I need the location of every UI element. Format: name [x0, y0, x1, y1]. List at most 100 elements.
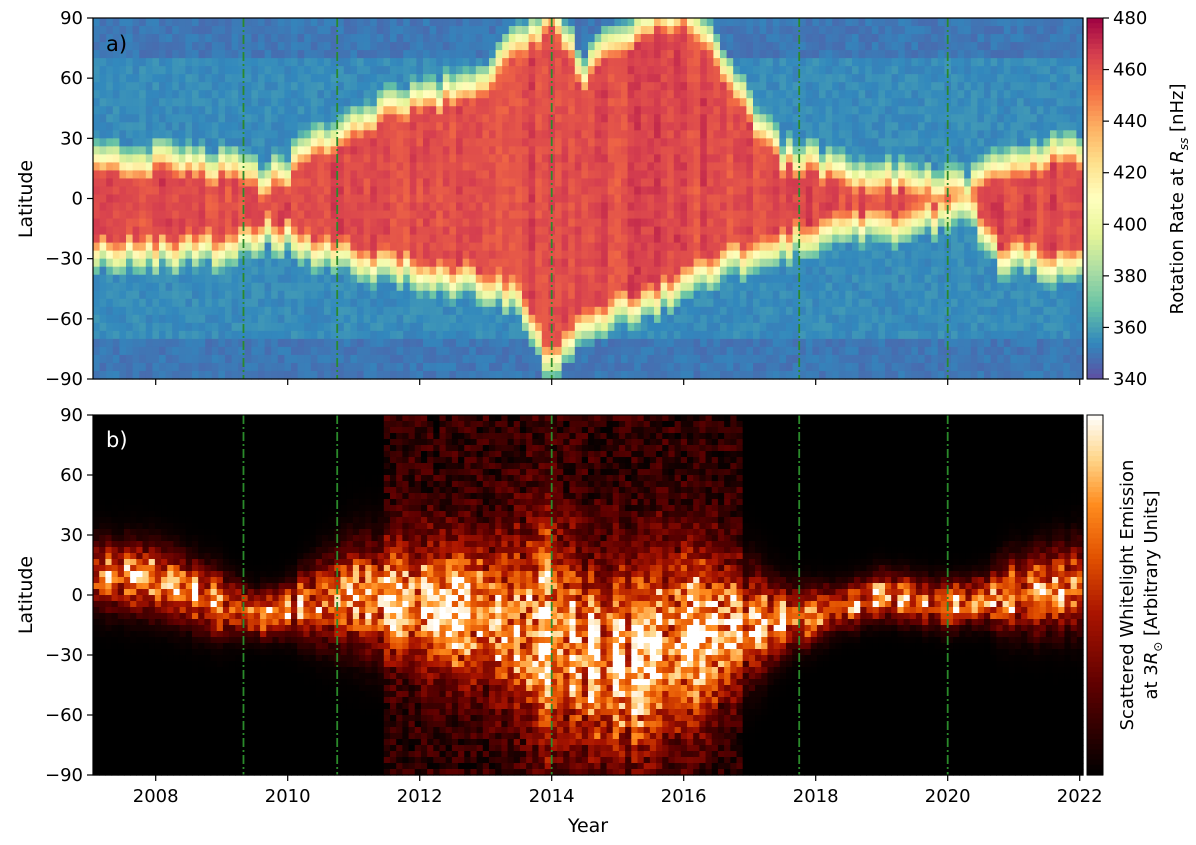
- heatmap-cell: [251, 194, 259, 204]
- heatmap-cell: [159, 242, 167, 252]
- heatmap-cell: [271, 42, 279, 51]
- heatmap-cell: [304, 122, 312, 131]
- heatmap-cell: [588, 66, 596, 75]
- heatmap-cell: [522, 258, 530, 268]
- heatmap-cell: [112, 234, 120, 244]
- heatmap-cell: [508, 362, 516, 372]
- heatmap-cell: [640, 306, 648, 316]
- heatmap-cell: [621, 282, 629, 292]
- heatmap-cell: [119, 314, 127, 324]
- heatmap-cell: [291, 306, 299, 316]
- heatmap-cell: [700, 26, 708, 35]
- heatmap-cell: [700, 202, 708, 212]
- heatmap-cell: [522, 170, 530, 180]
- heatmap-cell: [337, 194, 345, 204]
- heatmap-cell: [277, 362, 285, 372]
- heatmap-cell: [416, 186, 424, 196]
- heatmap-cell: [409, 74, 417, 83]
- heatmap-cell: [264, 34, 272, 43]
- heatmap-cell: [739, 282, 747, 292]
- heatmap-cell: [574, 106, 582, 115]
- heatmap-cell: [317, 82, 325, 91]
- heatmap-cell: [403, 66, 411, 75]
- heatmap-cell: [198, 170, 206, 180]
- heatmap-cell: [667, 66, 675, 75]
- heatmap-cell: [330, 170, 338, 180]
- heatmap-cell: [720, 314, 728, 324]
- heatmap-cell: [297, 194, 305, 204]
- heatmap-cell: [423, 306, 431, 316]
- heatmap-cell: [357, 26, 365, 35]
- heatmap-cell: [139, 74, 147, 83]
- heatmap-cell: [192, 338, 200, 348]
- heatmap-cell: [429, 370, 437, 380]
- heatmap-cell: [297, 290, 305, 300]
- heatmap-cell: [343, 42, 351, 51]
- heatmap-cell: [647, 346, 655, 356]
- heatmap-cell: [482, 122, 490, 131]
- heatmap-cell: [739, 106, 747, 115]
- heatmap-cell: [759, 130, 767, 139]
- heatmap-cell: [251, 18, 259, 27]
- heatmap-cell: [772, 298, 780, 308]
- heatmap-cell: [376, 202, 384, 212]
- heatmap-cell: [277, 354, 285, 364]
- heatmap-cell: [106, 226, 114, 236]
- heatmap-cell: [746, 162, 754, 172]
- heatmap-cell: [706, 82, 714, 91]
- heatmap-cell: [475, 122, 483, 131]
- heatmap-cell: [614, 122, 622, 131]
- heatmap-cell: [568, 114, 576, 123]
- heatmap-cell: [581, 290, 589, 300]
- heatmap-cell: [291, 138, 299, 147]
- heatmap-cell: [792, 194, 800, 204]
- heatmap-cell: [383, 106, 391, 115]
- heatmap-cell: [449, 58, 457, 67]
- heatmap-cell: [786, 234, 794, 244]
- heatmap-cell: [799, 370, 807, 380]
- heatmap-cell: [574, 42, 582, 51]
- heatmap-cell: [561, 170, 569, 180]
- heatmap-cell: [667, 250, 675, 260]
- heatmap-cell: [152, 314, 160, 324]
- heatmap-cell: [687, 186, 695, 196]
- heatmap-cell: [772, 74, 780, 83]
- heatmap-cell: [502, 354, 510, 364]
- heatmap-cell: [786, 202, 794, 212]
- heatmap-cell: [291, 106, 299, 115]
- heatmap-cell: [343, 210, 351, 220]
- heatmap-cell: [350, 210, 358, 220]
- heatmap-cell: [442, 202, 450, 212]
- heatmap-cell: [376, 170, 384, 180]
- heatmap-cell: [112, 162, 120, 172]
- heatmap-cell: [786, 338, 794, 348]
- heatmap-cell: [409, 226, 417, 236]
- heatmap-cell: [291, 42, 299, 51]
- heatmap-cell: [634, 274, 642, 284]
- heatmap-cell: [93, 234, 101, 244]
- heatmap-cell: [640, 298, 648, 308]
- heatmap-cell: [112, 242, 120, 252]
- heatmap-cell: [508, 66, 516, 75]
- heatmap-cell: [601, 322, 609, 332]
- heatmap-cell: [132, 322, 140, 332]
- heatmap-cell: [416, 370, 424, 380]
- heatmap-cell: [225, 354, 233, 364]
- heatmap-cell: [350, 298, 358, 308]
- heatmap-cell: [726, 362, 734, 372]
- heatmap-cell: [192, 226, 200, 236]
- heatmap-cell: [535, 50, 543, 59]
- heatmap-cell: [277, 186, 285, 196]
- heatmap-cell: [713, 314, 721, 324]
- heatmap-cell: [489, 42, 497, 51]
- heatmap-cell: [231, 258, 239, 268]
- heatmap-cell: [396, 314, 404, 324]
- heatmap-cell: [357, 250, 365, 260]
- heatmap-cell: [251, 306, 259, 316]
- heatmap-cell: [779, 186, 787, 196]
- heatmap-cell: [495, 146, 503, 155]
- heatmap-cell: [535, 138, 543, 147]
- heatmap-cell: [515, 162, 523, 172]
- heatmap-cell: [568, 130, 576, 139]
- heatmap-cell: [442, 322, 450, 332]
